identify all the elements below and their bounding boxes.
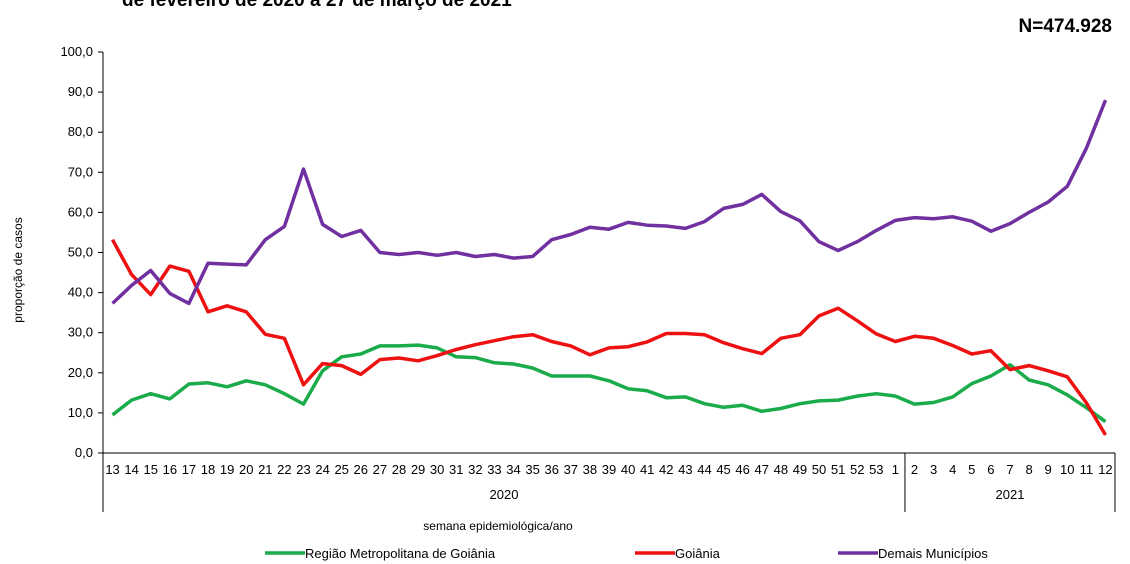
- x-tick-label: 7: [1006, 462, 1013, 477]
- x-tick-label: 50: [812, 462, 826, 477]
- series-line: [111, 343, 1107, 424]
- group-label: 2021: [996, 487, 1025, 502]
- x-tick-label: 47: [755, 462, 769, 477]
- annotation: N=474.928: [1019, 16, 1113, 37]
- x-tick-label: 10: [1060, 462, 1074, 477]
- x-tick-label: 24: [315, 462, 329, 477]
- x-tick-label: 28: [392, 462, 406, 477]
- x-tick-label: 41: [640, 462, 654, 477]
- legend-label: Demais Municípios: [878, 546, 988, 561]
- x-tick-label: 21: [258, 462, 272, 477]
- x-tick-label: 1: [892, 462, 899, 477]
- x-tick-label: 23: [296, 462, 310, 477]
- x-tick-label: 11: [1080, 462, 1094, 477]
- y-axis-title: proporção de casos: [11, 217, 25, 322]
- y-tick-label: 10,0: [68, 405, 93, 420]
- x-tick-label: 20: [239, 462, 253, 477]
- x-tick-label: 39: [602, 462, 616, 477]
- x-tick-label: 49: [793, 462, 807, 477]
- y-tick-label: 30,0: [68, 325, 93, 340]
- x-tick-label: 12: [1098, 462, 1112, 477]
- x-tick-label: 42: [659, 462, 673, 477]
- x-tick-label: 33: [487, 462, 501, 477]
- x-tick-label: 4: [949, 462, 956, 477]
- group-label: 2020: [490, 487, 519, 502]
- x-tick-label: 25: [334, 462, 348, 477]
- x-tick-label: 13: [105, 462, 119, 477]
- x-tick-label: 53: [869, 462, 883, 477]
- y-tick-label: 100,0: [60, 44, 93, 59]
- y-tick-label: 0,0: [75, 445, 93, 460]
- x-tick-label: 34: [506, 462, 520, 477]
- x-tick-label: 27: [373, 462, 387, 477]
- x-tick-label: 8: [1025, 462, 1032, 477]
- y-tick-label: 50,0: [68, 245, 93, 260]
- x-tick-label: 48: [774, 462, 788, 477]
- x-tick-label: 52: [850, 462, 864, 477]
- series-line: [110, 238, 1108, 436]
- y-tick-label: 80,0: [68, 124, 93, 139]
- x-tick-label: 17: [182, 462, 196, 477]
- page-title: de fevereiro de 2020 a 27 de março de 20…: [122, 0, 512, 11]
- x-tick-label: 45: [716, 462, 730, 477]
- y-tick-label: 40,0: [68, 285, 93, 300]
- y-tick-label: 60,0: [68, 204, 93, 219]
- legend-label: Região Metropolitana de Goiânia: [305, 546, 496, 561]
- x-tick-label: 2: [911, 462, 918, 477]
- x-tick-label: 43: [678, 462, 692, 477]
- y-tick-label: 70,0: [68, 164, 93, 179]
- x-tick-label: 16: [163, 462, 177, 477]
- x-tick-label: 36: [544, 462, 558, 477]
- x-tick-label: 15: [144, 462, 158, 477]
- x-tick-label: 51: [831, 462, 845, 477]
- legend-label: Goiânia: [675, 546, 721, 561]
- x-tick-label: 32: [468, 462, 482, 477]
- x-tick-label: 38: [583, 462, 597, 477]
- x-tick-label: 5: [968, 462, 975, 477]
- x-tick-label: 40: [621, 462, 635, 477]
- x-axis-title: semana epidemiológica/ano: [423, 519, 573, 533]
- x-tick-label: 46: [735, 462, 749, 477]
- x-tick-label: 30: [430, 462, 444, 477]
- x-tick-label: 44: [697, 462, 711, 477]
- series-line: [111, 99, 1108, 306]
- x-tick-label: 29: [411, 462, 425, 477]
- x-tick-label: 6: [987, 462, 994, 477]
- x-tick-label: 37: [564, 462, 578, 477]
- y-tick-label: 20,0: [68, 365, 93, 380]
- x-tick-label: 19: [220, 462, 234, 477]
- x-tick-label: 31: [449, 462, 463, 477]
- x-tick-label: 9: [1045, 462, 1052, 477]
- x-tick-label: 26: [354, 462, 368, 477]
- x-tick-label: 22: [277, 462, 291, 477]
- x-tick-label: 3: [930, 462, 937, 477]
- x-tick-label: 35: [525, 462, 539, 477]
- x-tick-label: 18: [201, 462, 215, 477]
- y-tick-label: 90,0: [68, 84, 93, 99]
- x-tick-label: 14: [124, 462, 138, 477]
